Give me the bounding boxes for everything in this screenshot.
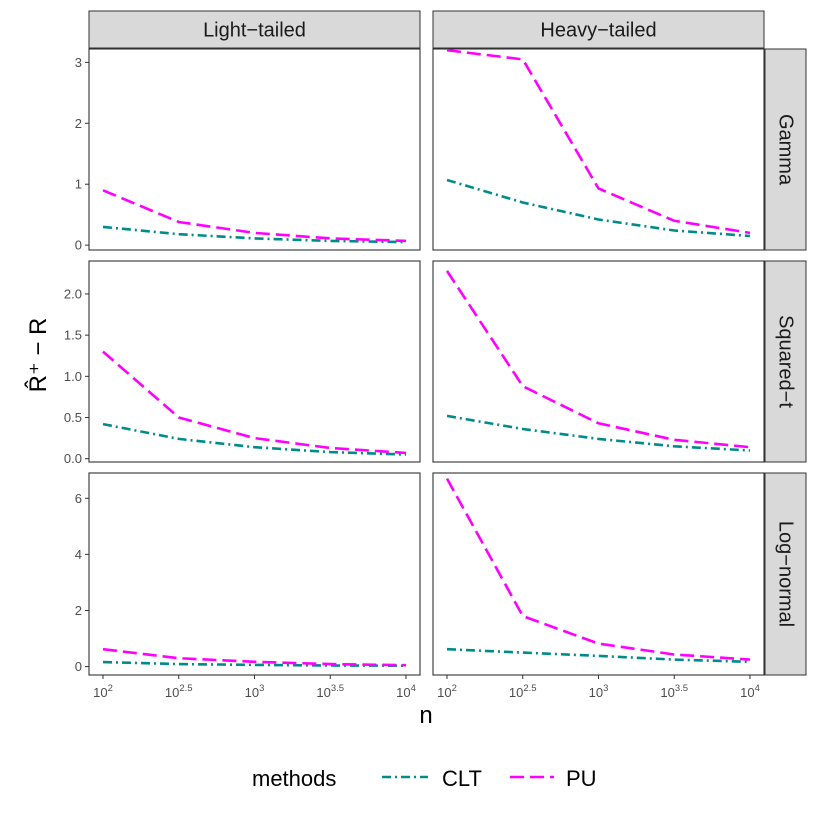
x-tick-label: 102.5 [509,683,537,700]
x-tick-label: 103.5 [316,683,344,700]
legend-label-pu: PU [566,766,597,791]
y-tick-label: 3 [75,55,82,70]
row-strip-gamma [764,48,807,251]
y-axis-title: R̂⁺ − R [24,318,52,393]
column-strip-label: Light−tailed [203,20,306,42]
y-tick-label: 2.0 [64,286,82,301]
column-strip-light-tailed [88,10,421,49]
row-strip-label: Log−normal [775,521,797,627]
series-line-clt [446,414,751,452]
y-tick-label: 0 [75,659,82,674]
legend-label-clt: CLT [442,766,482,791]
row-strip-label: Gamma [775,114,797,186]
series-line-clt [102,422,407,456]
y-tick-label: 1.5 [64,328,82,343]
panel-gamma-light-tailed [88,48,421,251]
y-tick-label: 0 [75,238,82,253]
row-strip-squared-t [764,260,807,463]
x-tick-label: 103 [245,683,265,700]
y-tick-label: 2 [75,603,82,618]
y-tick-label: 0.5 [64,410,82,425]
panel-gamma-heavy-tailed [432,48,765,251]
series-line-clt [102,225,407,244]
y-tick-label: 1.0 [64,369,82,384]
series-line-clt [446,178,751,238]
y-tick-label: 4 [75,547,82,562]
series-line-pu [102,350,407,455]
row-strip-log-normal [764,472,807,676]
y-tick-label: 2 [75,116,82,131]
y-tick-label: 1 [75,177,82,192]
column-strip-heavy-tailed [432,10,765,49]
legend: methods CLT PU [252,766,597,791]
x-tick-label: 102.5 [165,683,193,700]
column-strip-label: Heavy−tailed [540,20,656,42]
panel-squared-t-light-tailed [88,260,421,463]
series-line-clt [446,647,751,664]
y-tick-label: 6 [75,491,82,506]
row-strip-label: Squared−t [775,315,797,408]
x-tick-label: 103.5 [660,683,688,700]
series-line-pu [445,270,751,449]
panels-layer: Light−tailed Heavy−tailed Gamma 0 1 2 3 Squared… [64,10,807,676]
legend-title: methods [252,766,336,791]
x-tick-label: 102 [93,683,113,700]
x-tick-label: 104 [740,683,760,700]
y-tick-label: 0.0 [64,451,82,466]
panel-log-normal-light-tailed [88,472,421,676]
x-axis-title: n [419,702,432,729]
x-tick-label: 102 [437,683,457,700]
x-axis-layer: 102 102.5 103 103.5 104 102 102.5 103 103.5 104 [93,675,760,700]
series-line-pu [445,477,751,661]
series-line-pu [102,647,407,667]
panel-squared-t-heavy-tailed [432,260,765,463]
panel-log-normal-heavy-tailed [432,472,765,676]
x-tick-label: 104 [396,683,416,700]
x-tick-label: 103 [589,683,609,700]
series-line-pu [446,48,751,235]
